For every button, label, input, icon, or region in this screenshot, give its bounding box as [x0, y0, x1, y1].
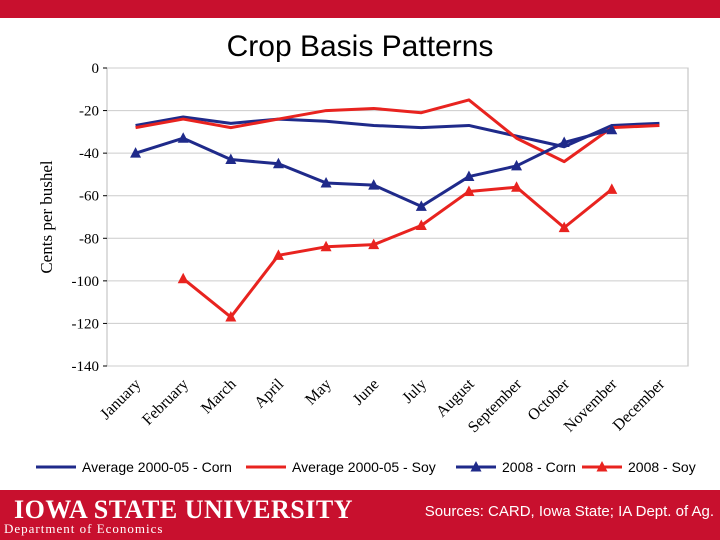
series-marker-2	[225, 153, 237, 165]
series-marker-2	[177, 132, 189, 143]
series-marker-3	[558, 221, 570, 233]
y-tick-label: 0	[92, 61, 100, 77]
series-marker-3	[606, 183, 618, 194]
basis-line-chart: 0 -20 -40 -60 -80 -100 -120 -140 Cents per bushe…	[36, 61, 696, 475]
plot-frame	[106, 67, 689, 367]
footer-bar	[0, 490, 720, 540]
x-tick-label: February	[139, 376, 192, 429]
legend-marker-2	[470, 461, 482, 472]
series-marker-2	[511, 159, 523, 171]
x-tick-label: July	[399, 376, 430, 407]
x-tick-label: March	[198, 376, 240, 418]
top-brand-bar	[0, 0, 720, 18]
series-marker-3	[177, 272, 189, 284]
y-axis-title: Cents per bushel	[37, 160, 56, 274]
legend-label-1: Average 2000-05 - Soy	[292, 459, 436, 475]
series-marker-2	[272, 157, 284, 169]
y-tick-label: -20	[79, 104, 99, 120]
series-marker-3	[415, 219, 427, 231]
y-tick-label: -100	[72, 274, 100, 290]
y-tick-label: -60	[79, 189, 99, 205]
x-tick-label: November	[561, 375, 621, 435]
x-tick-label: January	[97, 376, 144, 423]
sources-note: Sources: CARD, Iowa State; IA Dept. of A…	[424, 503, 714, 520]
series-marker-2	[558, 136, 570, 147]
series-marker-3	[320, 240, 332, 252]
x-tick-label: May	[302, 376, 335, 409]
y-tick-label: -120	[72, 316, 100, 332]
series-marker-2	[415, 200, 427, 211]
series-marker-3	[511, 181, 523, 192]
series-line-3	[182, 185, 613, 319]
y-tick-label: -140	[72, 359, 100, 375]
x-tick-label: December	[610, 375, 669, 434]
series-marker-2	[320, 176, 332, 188]
department-label: Department of Economics	[4, 521, 164, 536]
series-marker-3	[463, 185, 475, 196]
series-marker-3	[368, 238, 380, 250]
y-tick-label: -40	[79, 146, 99, 162]
series-line-1	[135, 98, 660, 164]
series-marker-2	[606, 123, 618, 135]
x-tick-label: June	[350, 376, 383, 409]
x-tick-label: April	[251, 375, 287, 411]
series-marker-3	[272, 249, 284, 260]
slide-title: Crop Basis Patterns	[226, 30, 494, 63]
legend-label-0: Average 2000-05 - Corn	[82, 459, 232, 475]
x-tick-label: August	[433, 375, 478, 420]
series-marker-3	[225, 311, 237, 322]
university-wordmark: IOWA STATE UNIVERSITY	[14, 495, 353, 524]
series-marker-2	[130, 147, 142, 158]
legend-label-2: 2008 - Corn	[502, 459, 576, 475]
legend-label-3: 2008 - Soy	[628, 459, 696, 475]
series-marker-2	[463, 170, 475, 182]
y-tick-label: -80	[79, 231, 99, 247]
series-line-0	[135, 115, 660, 149]
series-marker-2	[368, 179, 380, 190]
legend-marker-3	[596, 461, 608, 472]
